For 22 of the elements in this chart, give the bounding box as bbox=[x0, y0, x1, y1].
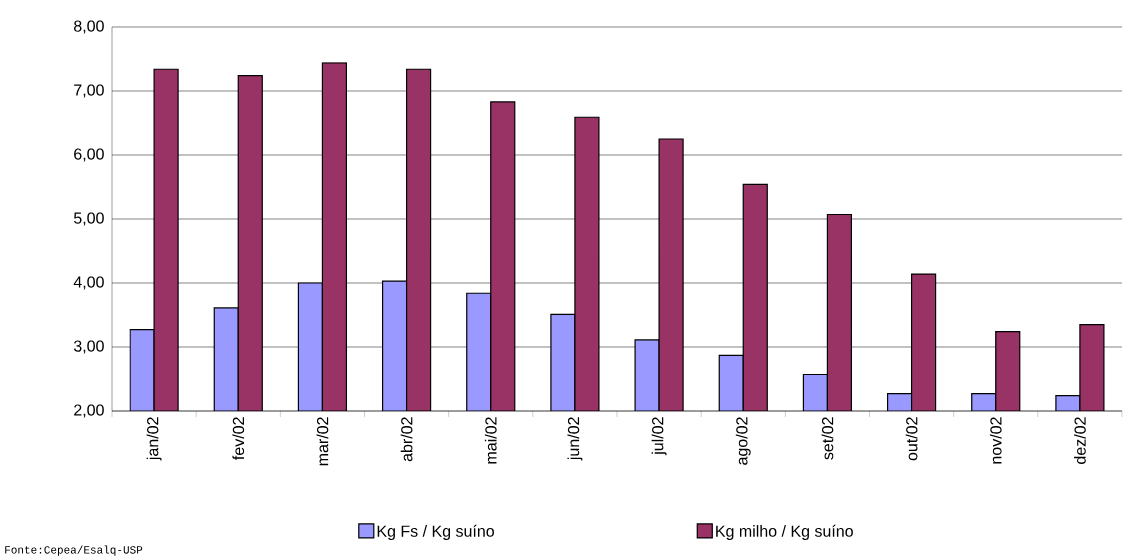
x-tick-label: mai/02 bbox=[484, 417, 497, 464]
source-note: Fonte:Cepea/Esalq-USP bbox=[5, 545, 143, 556]
legend-label: Kg Fs / Kg suíno bbox=[377, 524, 494, 540]
y-tick-label: 8,00 bbox=[74, 20, 104, 34]
x-tick-label: jun/02 bbox=[567, 417, 583, 461]
x-tick-label: set/02 bbox=[821, 417, 834, 460]
y-tick-label: 6,00 bbox=[74, 148, 104, 162]
x-tick-label: out/02 bbox=[905, 417, 918, 461]
x-tick-label: abr/02 bbox=[400, 417, 413, 462]
x-tick-label: dez/02 bbox=[1074, 417, 1086, 464]
y-tick-label: 5,00 bbox=[73, 212, 104, 226]
y-tick-label: 4,00 bbox=[73, 276, 104, 290]
y-tick-label: 7,00 bbox=[74, 84, 104, 98]
legend-label: Kg milho / Kg suíno bbox=[716, 524, 853, 540]
x-tick-label: jan/02 bbox=[146, 417, 162, 461]
x-tick-label: mar/02 bbox=[316, 417, 329, 466]
x-tick-label: fev/02 bbox=[232, 417, 245, 460]
y-tick-label: 3,00 bbox=[73, 340, 104, 354]
x-tick-label: ago/02 bbox=[735, 417, 751, 465]
x-tick-label: jul/02 bbox=[651, 417, 667, 456]
x-tick-label: nov/02 bbox=[989, 417, 1002, 464]
y-tick-label: 2,00 bbox=[74, 404, 104, 418]
